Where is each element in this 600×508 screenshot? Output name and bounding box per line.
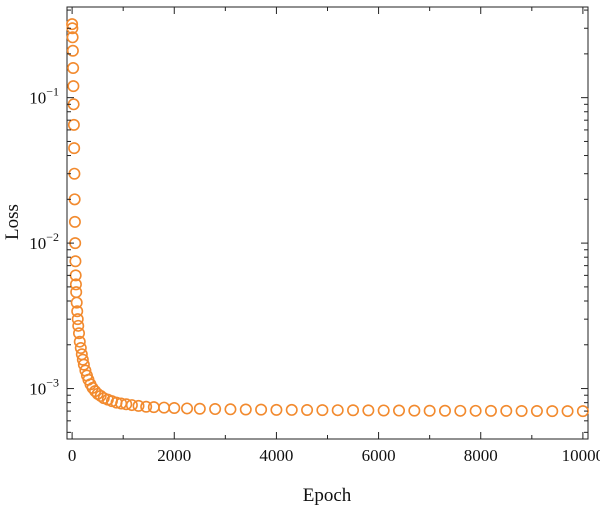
data-point bbox=[469, 404, 482, 417]
data-point bbox=[72, 319, 85, 332]
data-point bbox=[546, 405, 559, 418]
data-point bbox=[168, 402, 181, 415]
data-point bbox=[71, 313, 84, 326]
data-point bbox=[515, 404, 528, 417]
data-point bbox=[500, 404, 513, 417]
data-point bbox=[438, 404, 451, 417]
data-point bbox=[193, 402, 206, 415]
x-axis: 0 2000 4000 6000 8000 10000 bbox=[68, 7, 600, 465]
data-point bbox=[147, 401, 160, 414]
x-tick-label: 4000 bbox=[259, 446, 293, 465]
data-point bbox=[316, 404, 329, 417]
x-tick-label: 6000 bbox=[362, 446, 396, 465]
data-point bbox=[301, 404, 314, 417]
data-point bbox=[255, 403, 268, 416]
data-point bbox=[132, 399, 145, 412]
data-point bbox=[393, 404, 406, 417]
data-point bbox=[76, 353, 89, 366]
data-point bbox=[74, 342, 87, 355]
data-point bbox=[423, 404, 436, 417]
data-point bbox=[209, 403, 222, 416]
data-point bbox=[484, 404, 497, 417]
plot-frame bbox=[66, 6, 589, 440]
y-axis: 10−3 10−2 10−1 bbox=[29, 9, 588, 433]
y-axis-title: Loss bbox=[2, 204, 23, 240]
data-point bbox=[181, 402, 194, 415]
data-point bbox=[66, 31, 79, 44]
data-point bbox=[70, 286, 83, 299]
data-point bbox=[71, 305, 84, 318]
y-tick-label: 10−1 bbox=[29, 85, 59, 108]
data-point bbox=[239, 403, 252, 416]
x-tick-label: 10000 bbox=[562, 446, 600, 465]
data-point bbox=[576, 405, 589, 418]
data-point bbox=[530, 404, 543, 417]
x-tick-label: 0 bbox=[68, 446, 77, 465]
x-tick-label: 2000 bbox=[157, 446, 191, 465]
data-point bbox=[73, 335, 86, 348]
x-axis-title: Epoch bbox=[303, 485, 352, 506]
data-point bbox=[158, 401, 171, 414]
data-point bbox=[69, 255, 82, 268]
data-point bbox=[285, 403, 298, 416]
y-tick-label: 10−2 bbox=[29, 230, 59, 253]
data-point bbox=[331, 404, 344, 417]
series-layer bbox=[66, 18, 589, 418]
data-point bbox=[94, 389, 107, 402]
data-point bbox=[66, 44, 79, 57]
data-point bbox=[73, 327, 86, 340]
data-point bbox=[561, 405, 574, 418]
y-tick-label: 10−3 bbox=[29, 376, 59, 399]
data-point bbox=[68, 142, 81, 155]
data-point bbox=[70, 296, 83, 309]
x-tick-label: 8000 bbox=[464, 446, 498, 465]
data-point bbox=[69, 278, 82, 291]
data-point bbox=[408, 404, 421, 417]
data-point bbox=[67, 80, 80, 93]
data-point bbox=[347, 404, 360, 417]
data-point bbox=[66, 18, 79, 31]
data-point bbox=[77, 358, 90, 371]
data-point bbox=[91, 387, 104, 400]
data-point bbox=[362, 404, 375, 417]
data-point bbox=[224, 403, 237, 416]
data-point bbox=[454, 404, 467, 417]
data-point bbox=[270, 403, 283, 416]
data-point bbox=[67, 61, 80, 74]
data-point bbox=[125, 399, 138, 412]
data-point bbox=[68, 215, 81, 228]
data-point bbox=[140, 400, 153, 413]
data-point bbox=[377, 404, 390, 417]
data-point bbox=[67, 118, 80, 131]
data-point bbox=[120, 398, 133, 411]
data-point bbox=[68, 193, 81, 206]
